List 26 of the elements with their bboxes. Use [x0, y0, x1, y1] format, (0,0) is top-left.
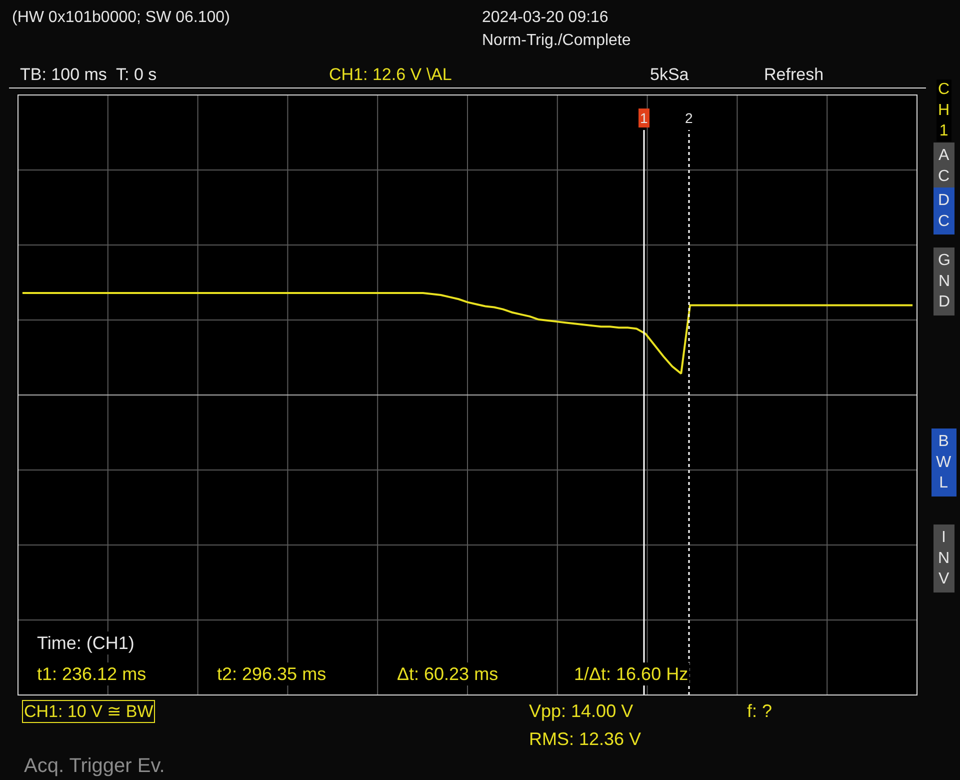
text: 1: [640, 110, 648, 126]
text: RMS: 12.36 V: [529, 729, 642, 749]
text: Norm-Trig./Complete: [482, 32, 631, 49]
text: DC: [938, 192, 950, 230]
text: 2024-03-20 09:16: [482, 9, 608, 26]
text: 2: [685, 110, 693, 126]
text: 1/Δt: 16.60 Hz: [574, 664, 688, 684]
text: AC: [938, 147, 950, 185]
text: t2: 296.35 ms: [217, 664, 326, 684]
text: Vpp: 14.00 V: [529, 701, 634, 721]
text: 1: [939, 122, 948, 140]
text: f: ?: [747, 701, 772, 721]
text: (HW 0x101b0000; SW 06.100): [12, 9, 230, 26]
text: INV: [938, 529, 950, 588]
text: CH1: 10 V ≅ BW: [24, 702, 154, 721]
text: 5kSa: [650, 65, 690, 84]
text: BWL: [936, 433, 952, 492]
text: TB: 100 ms T: 0 s: [20, 65, 157, 84]
text: GND: [938, 252, 950, 311]
text: CH1: 12.6 V \AL: [329, 65, 452, 84]
text: t1: 236.12 ms: [37, 664, 146, 684]
text: Refresh: [764, 65, 824, 84]
text: Δt: 60.23 ms: [397, 664, 498, 684]
text: Time: (CH1): [37, 633, 134, 653]
text: CH: [938, 81, 950, 119]
text: Acq. Trigger Ev.: [24, 755, 165, 777]
